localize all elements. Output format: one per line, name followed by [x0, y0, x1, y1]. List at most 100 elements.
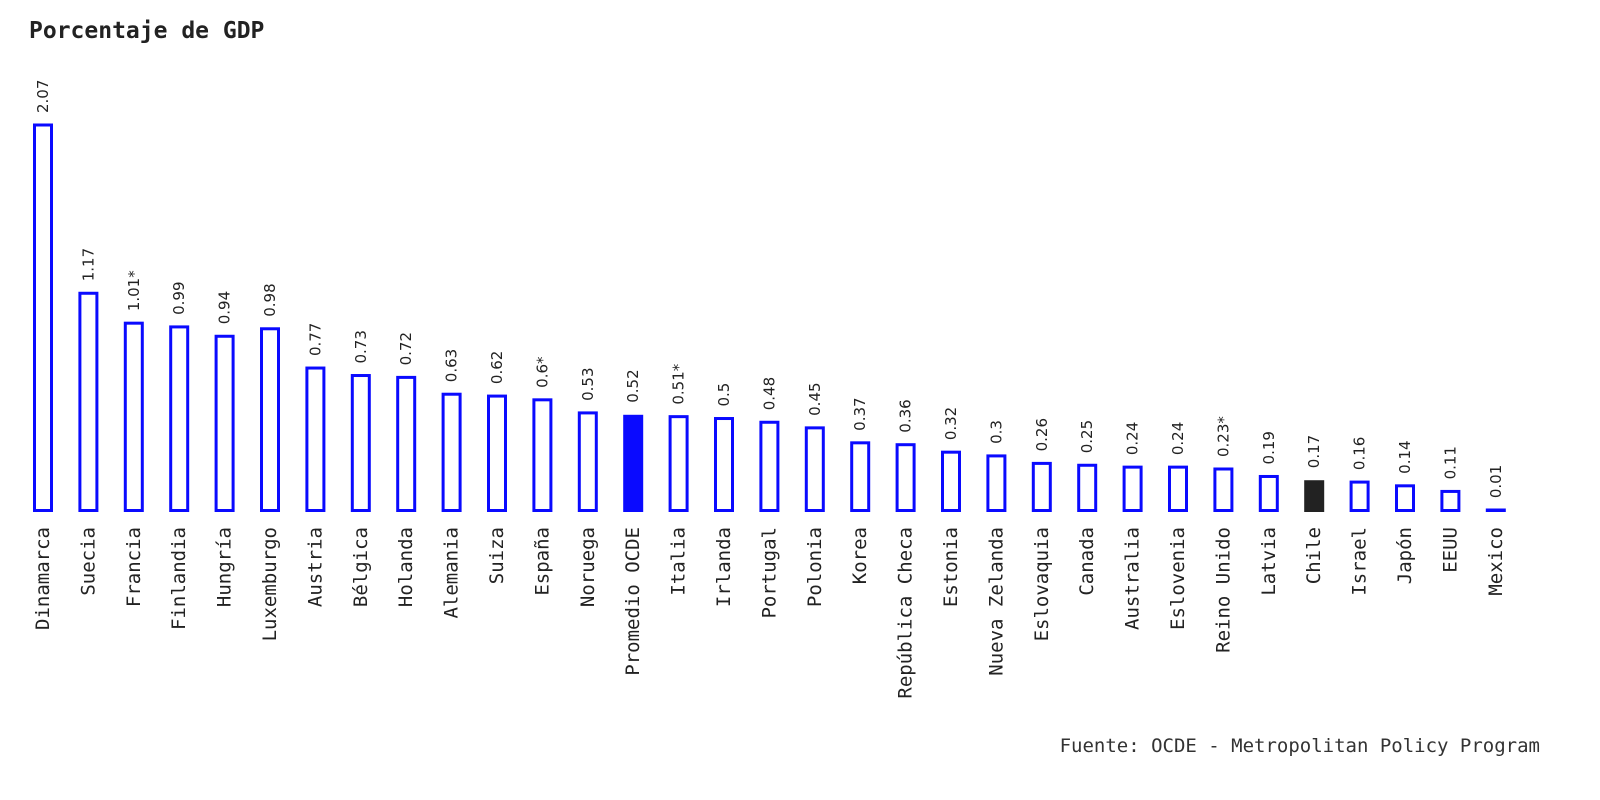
bar — [487, 394, 507, 512]
category-label: Israel — [1349, 527, 1371, 596]
category-label: Luxemburgo — [259, 527, 281, 641]
category-label: Eslovaquia — [1031, 527, 1053, 641]
category-label: Japón — [1394, 527, 1416, 584]
value-label: 0.48 — [760, 377, 778, 410]
value-label: 1.17 — [79, 248, 97, 281]
category-label: Dinamarca — [32, 527, 54, 630]
value-label: 0.25 — [1078, 420, 1096, 453]
category-label: Italia — [668, 527, 690, 596]
value-label: 0.72 — [397, 332, 415, 365]
bar — [1122, 465, 1143, 512]
value-label: 0.24 — [1169, 422, 1187, 455]
bar — [260, 327, 280, 513]
bar — [759, 420, 780, 512]
bar — [668, 415, 689, 512]
category-label: Finlandia — [168, 527, 190, 630]
value-label: 0.52 — [624, 369, 642, 402]
bar — [1485, 508, 1506, 512]
value-label: 0.26 — [1033, 418, 1051, 451]
bar — [1258, 474, 1279, 513]
category-label: Suiza — [486, 527, 508, 584]
category-label: Hungría — [214, 527, 236, 607]
value-label: 0.94 — [216, 291, 234, 324]
bar — [986, 454, 1007, 513]
bar — [1168, 465, 1188, 512]
source-note: Fuente: OCDE - Metropolitan Policy Progr… — [1059, 735, 1540, 757]
bar — [169, 325, 190, 513]
value-labels-group: 2.07 1.17 1.01* 0.99 0.94 0.98 0.77 0.73 0.72 0.6… — [34, 80, 1505, 499]
value-label: 0.73 — [352, 330, 370, 363]
value-label: 0.24 — [1124, 422, 1142, 455]
bar — [1031, 461, 1052, 512]
chart-title: Porcentaje de GDP — [29, 18, 265, 44]
bar — [33, 123, 53, 512]
category-label: Bélgica — [350, 527, 372, 607]
category-label: Latvia — [1258, 527, 1280, 596]
bar — [1077, 463, 1098, 512]
value-label: 0.45 — [806, 382, 824, 415]
value-label: 0.37 — [851, 397, 869, 430]
category-label: España — [531, 527, 553, 596]
category-label: Australia — [1122, 527, 1144, 630]
category-labels-group: Dinamarca Suecia Francia Finlandia Hungría Lu… — [32, 527, 1507, 699]
bar — [123, 321, 144, 512]
value-label: 0.53 — [579, 368, 597, 401]
category-label: Chile — [1303, 527, 1325, 584]
value-label: 0.17 — [1305, 435, 1323, 468]
value-label: 0.98 — [261, 283, 279, 316]
value-label: 0.51* — [670, 363, 688, 404]
category-label: Francia — [123, 527, 145, 607]
category-label: Mexico — [1485, 527, 1507, 596]
category-label: Austria — [304, 527, 326, 607]
value-label: 0.36 — [897, 399, 915, 432]
category-label: Irlanda — [713, 527, 735, 607]
category-label: Polonia — [804, 527, 826, 607]
value-label: 0.16 — [1351, 437, 1369, 470]
value-label: 0.62 — [488, 351, 506, 384]
category-label: Estonia — [940, 527, 962, 607]
bar — [714, 417, 734, 512]
category-label: Eslovenia — [1167, 527, 1189, 630]
bar — [214, 334, 235, 512]
bar — [577, 411, 598, 513]
category-label: EEUU — [1439, 527, 1461, 573]
value-label: 0.14 — [1396, 440, 1414, 473]
bar — [441, 392, 462, 512]
category-label: Suecia — [77, 527, 99, 596]
category-label: Alemania — [441, 527, 463, 619]
value-label: 0.01 — [1487, 465, 1505, 498]
bar — [350, 374, 371, 512]
category-label: Canada — [1076, 527, 1098, 596]
bar — [804, 426, 825, 512]
value-label: 2.07 — [34, 80, 52, 113]
category-label: Holanda — [395, 527, 417, 607]
value-label: 0.19 — [1260, 431, 1278, 464]
bar — [1440, 489, 1461, 513]
bar — [850, 441, 871, 512]
bar — [1395, 484, 1415, 512]
bar — [1304, 480, 1325, 512]
bar — [941, 450, 961, 513]
value-label: 0.3 — [987, 420, 1005, 444]
bars-group — [33, 123, 1506, 513]
value-label: 0.23* — [1214, 416, 1232, 457]
category-label: República Checa — [895, 527, 917, 699]
bar — [305, 366, 326, 513]
bar — [1349, 480, 1370, 512]
category-label: Portugal — [758, 527, 780, 619]
category-label: Reino Unido — [1212, 527, 1234, 653]
bar — [78, 291, 99, 512]
value-label: 1.01* — [125, 270, 143, 311]
category-label: Korea — [849, 527, 871, 584]
bar — [623, 414, 644, 512]
value-label: 0.32 — [942, 407, 960, 440]
category-label: Noruega — [577, 527, 599, 607]
category-label: Nueva Zelanda — [985, 527, 1007, 676]
bar — [396, 375, 417, 512]
bar — [532, 398, 553, 512]
value-label: 0.11 — [1441, 446, 1459, 479]
value-label: 0.5 — [715, 383, 733, 407]
bar — [1213, 467, 1234, 512]
category-label: Promedio OCDE — [622, 527, 644, 676]
